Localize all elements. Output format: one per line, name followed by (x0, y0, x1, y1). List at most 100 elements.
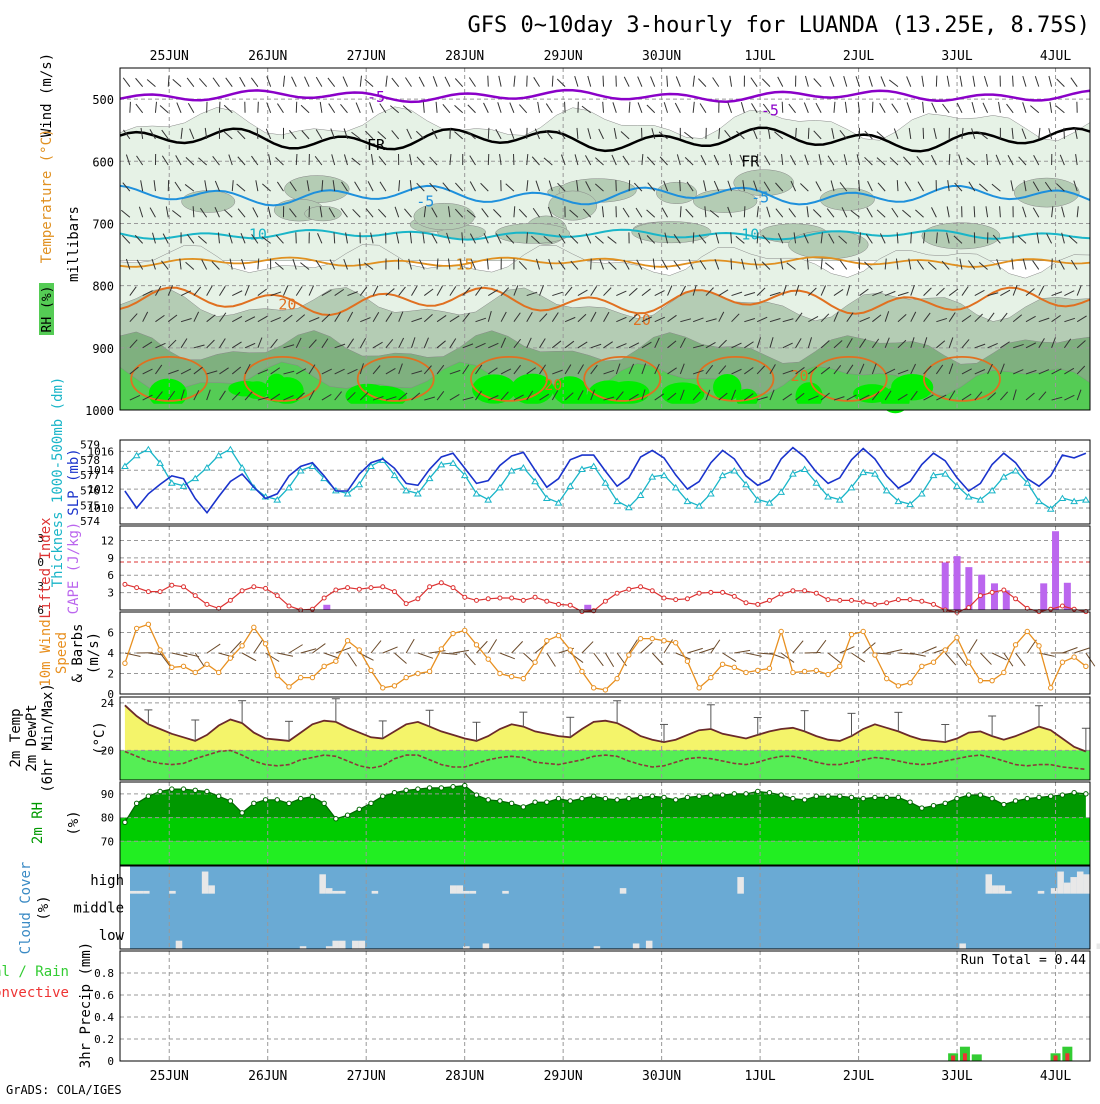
rh-point (240, 811, 244, 815)
li-point (568, 603, 572, 607)
li-point (779, 592, 783, 596)
rh-point (123, 820, 127, 824)
li-point (1060, 604, 1064, 608)
rh-point (486, 798, 490, 802)
li-point (545, 599, 549, 603)
wind-barb (488, 128, 489, 139)
li-point (603, 599, 607, 603)
li-point (1002, 588, 1006, 592)
li-point (369, 586, 373, 590)
li-point (240, 589, 244, 593)
precip-tick: 0.4 (94, 1011, 114, 1024)
wind-barb (629, 180, 630, 191)
wind-speed-point (427, 669, 431, 673)
rh-point (615, 798, 619, 802)
wind-speed-point (1013, 643, 1017, 647)
li-point (158, 590, 162, 594)
li-point (228, 598, 232, 602)
cape-bar (584, 605, 591, 610)
rh-ylabel: 2m RH (30, 802, 46, 844)
wind-barb (130, 102, 131, 113)
cloud-high-cell (470, 891, 477, 894)
cloud-high-cell (1038, 891, 1045, 894)
rh-tick: 70 (101, 835, 114, 848)
rh-point (439, 786, 443, 790)
wind-barb (731, 258, 732, 269)
pressure-tick: 700 (92, 217, 114, 231)
rh-point (334, 817, 338, 821)
wind-barb (757, 154, 758, 165)
li-point (264, 586, 268, 590)
wind-speed-point (767, 666, 771, 670)
cape-tick: 3 (107, 587, 114, 600)
date-label-top: 29JUN (544, 49, 583, 64)
contour-label: 20 (278, 295, 296, 313)
li-point (252, 585, 256, 589)
rh-point (732, 792, 736, 796)
rh-point (627, 796, 631, 800)
wind-speed-point (322, 664, 326, 668)
cloud-high-cell (1070, 877, 1077, 894)
wind-speed-point (381, 686, 385, 690)
wind-speed-point (990, 678, 994, 682)
cloud-bg (130, 866, 1090, 949)
rh-point (275, 798, 279, 802)
cloud-low-cell (1097, 943, 1100, 949)
rh-point (756, 789, 760, 793)
slp-ylabel: SLP (mb) (66, 448, 82, 515)
wind-speed-point (545, 639, 549, 643)
precip-conv-bar (963, 1053, 967, 1061)
wind-speed-point (720, 662, 724, 666)
li-point (639, 585, 643, 589)
wind-speed-point (638, 636, 642, 640)
date-label-bottom: 27JUN (347, 1069, 386, 1084)
rh-base-fill (120, 841, 1090, 865)
li-point (920, 599, 924, 603)
rh-point (193, 788, 197, 792)
cloud-low-cell (646, 941, 653, 949)
wind-speed-point (791, 670, 795, 674)
cloud-high-cell (1051, 888, 1058, 894)
wind-speed-point (252, 625, 256, 629)
li-point (521, 598, 525, 602)
rh-point (674, 798, 678, 802)
cape-tick: 9 (107, 552, 114, 565)
wind-speed-point (674, 641, 678, 645)
li-point (205, 602, 209, 606)
wind-tick: 2 (107, 668, 114, 681)
wind-speed-point (216, 670, 220, 674)
rh-point (838, 794, 842, 798)
li-point (908, 598, 912, 602)
contour-label: 20 (633, 311, 651, 329)
rh-point (322, 801, 326, 805)
rh-point (861, 796, 865, 800)
wind-speed-point (404, 675, 408, 679)
wind-speed-point (287, 685, 291, 689)
wind-speed-point (697, 686, 701, 690)
rh-point (662, 795, 666, 799)
date-label-bottom: 28JUN (445, 1069, 484, 1084)
wind-speed-point (509, 674, 513, 678)
date-label-bottom: 4JUL (1040, 1069, 1071, 1084)
li-point (310, 607, 314, 611)
date-label-top: 25JUN (150, 49, 189, 64)
cloud-row-high: high (90, 873, 124, 889)
contour-label: 15 (456, 255, 474, 273)
rh-mid-fill (120, 818, 1090, 842)
wind-label-4: (m/s) (86, 632, 102, 674)
li-point (557, 602, 561, 606)
li-point (463, 595, 467, 599)
rh-point (896, 795, 900, 799)
wind-speed-point (310, 675, 314, 679)
cape-bar (1052, 531, 1059, 610)
wind-speed-point (685, 659, 689, 663)
wind-speed-point (756, 668, 760, 672)
rh-point (638, 795, 642, 799)
date-label-top: 4JUL (1040, 49, 1071, 64)
li-point (135, 586, 139, 590)
wind-speed-point (1060, 660, 1064, 664)
li-point (182, 585, 186, 589)
rh-point (533, 800, 537, 804)
wind-speed-point (193, 670, 197, 674)
rh-sat-patch (713, 374, 741, 401)
